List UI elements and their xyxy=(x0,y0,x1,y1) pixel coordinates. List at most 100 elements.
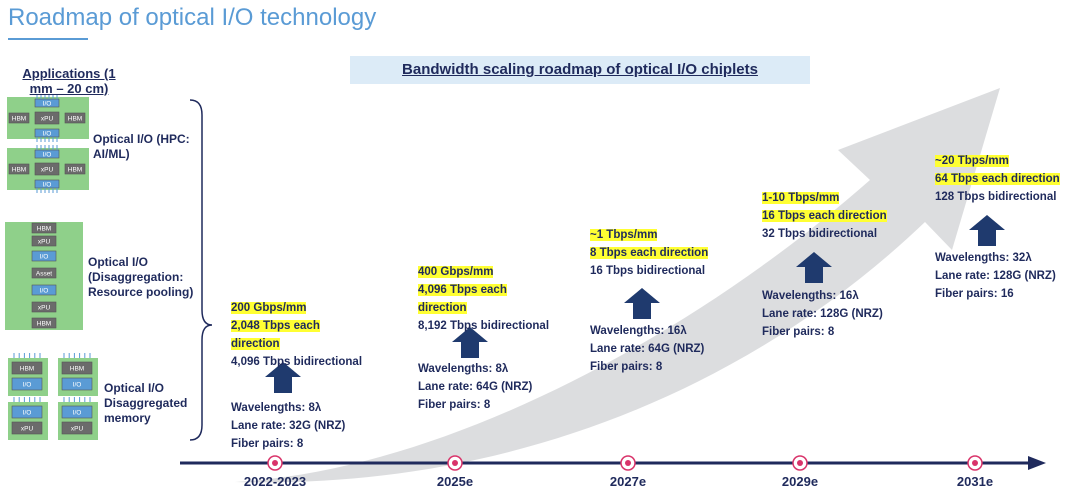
chip xyxy=(61,421,93,435)
application: Optical I/O (Disaggregation: Resource po… xyxy=(88,255,194,299)
bidirectional: 8,192 Tbps bidirectional xyxy=(418,320,550,332)
year-label: 2029e xyxy=(781,474,819,489)
bidirectional: 32 Tbps bidirectional xyxy=(762,228,878,240)
up-arrow xyxy=(452,327,488,358)
up-arrow xyxy=(796,252,832,283)
chip-label: Asset xyxy=(36,271,52,278)
chip-label: I/O xyxy=(43,152,52,159)
chip-label: xPU xyxy=(38,239,51,246)
spec: Wavelengths: 8λ xyxy=(418,363,509,375)
chip xyxy=(31,267,57,279)
highlight-line: 2,048 Tbps each direction xyxy=(231,317,346,353)
application: Optical I/O Disaggregated memory xyxy=(104,381,188,425)
spec: Fiber pairs: 8 xyxy=(418,399,491,411)
chip-label: HBM xyxy=(37,226,51,233)
highlight-line: 8 Tbps each direction xyxy=(590,244,738,262)
spec-block: Wavelengths: 32λ Lane rate: 128G (NRZ) Fib… xyxy=(935,249,1077,303)
chip xyxy=(34,162,60,176)
chip xyxy=(31,222,57,234)
year-label: 2031e xyxy=(956,474,994,489)
spec: Lane rate: 128G (NRZ) xyxy=(762,308,883,320)
highlight: 200 Gbps/mm xyxy=(231,302,307,314)
highlight-line: ~1 Tbps/mm xyxy=(590,226,738,244)
highlight-line: 400 Gbps/mm xyxy=(418,263,563,281)
chip-label: I/O xyxy=(73,410,82,417)
spec: Fiber pairs: 8 xyxy=(590,361,663,373)
up-arrow xyxy=(969,215,1005,246)
chip xyxy=(31,284,57,296)
bidirectional: 128 Tbps bidirectional xyxy=(935,191,1057,203)
highlight: 400 Gbps/mm xyxy=(418,266,494,278)
timeline-head xyxy=(1028,456,1046,470)
chip xyxy=(11,421,43,435)
highlight-block: 1-10 Tbps/mm 16 Tbps each direction 32 Tbp… xyxy=(762,189,952,243)
chip xyxy=(31,301,57,313)
applications-heading: Applications (1 mm – 20 cm) xyxy=(22,66,116,96)
chip xyxy=(61,361,93,375)
chip xyxy=(34,179,60,189)
chip xyxy=(31,250,57,262)
bracket xyxy=(189,99,213,441)
spec-block: Wavelengths: 8λ Lane rate: 32G (NRZ) Fiber… xyxy=(231,399,346,453)
chip-label: HBM xyxy=(70,366,84,373)
chip-label: I/O xyxy=(43,182,52,189)
spec-block: Wavelengths: 16λ Lane rate: 128G (NRZ) Fib… xyxy=(762,287,922,341)
chip xyxy=(11,377,43,391)
chip-label: I/O xyxy=(40,288,49,295)
chip-label: I/O xyxy=(23,382,32,389)
chip-label: HBM xyxy=(12,167,26,174)
highlight: ~20 Tbps/mm xyxy=(935,155,1009,167)
chip-label: I/O xyxy=(40,254,49,261)
chip xyxy=(64,163,86,175)
chip xyxy=(31,317,57,329)
spec: Fiber pairs: 8 xyxy=(231,438,304,450)
spec: Lane rate: 32G (NRZ) xyxy=(231,420,346,432)
highlight-line: 16 Tbps each direction xyxy=(762,207,952,225)
chip-label: I/O xyxy=(43,131,52,138)
highlight-line: ~20 Tbps/mm xyxy=(935,152,1077,170)
chip xyxy=(8,163,30,175)
growth-arrow xyxy=(235,88,1000,483)
year-label: 2027e xyxy=(609,474,647,489)
chip xyxy=(11,361,43,375)
spec: Wavelengths: 8λ xyxy=(231,402,322,414)
banner: Bandwidth scaling roadmap of optical I/O… xyxy=(350,56,810,84)
bidirectional: 16 Tbps bidirectional xyxy=(590,265,706,277)
up-arrow xyxy=(624,288,660,319)
spec: Wavelengths: 16λ xyxy=(590,325,687,337)
highlight-line: 64 Tbps each direction xyxy=(935,170,1077,188)
chip-label: xPU xyxy=(21,426,34,433)
spec-block: Wavelengths: 16λ Lane rate: 64G (NRZ) Fibe… xyxy=(590,322,708,376)
chip-label: xPU xyxy=(38,305,51,312)
chip xyxy=(11,405,43,419)
spec: Wavelengths: 16λ xyxy=(762,290,859,302)
milestone-dot-core xyxy=(797,460,803,466)
milestone-dot-core xyxy=(452,460,458,466)
chip xyxy=(61,405,93,419)
chip-label: HBM xyxy=(12,116,26,123)
highlight-line: 1-10 Tbps/mm xyxy=(762,189,952,207)
year-label: 2025e xyxy=(436,474,474,489)
spec: Lane rate: 64G (NRZ) xyxy=(418,381,533,393)
chip-label: HBM xyxy=(37,321,51,328)
highlight: 16 Tbps each direction xyxy=(762,210,887,222)
title-rule xyxy=(8,38,88,40)
spec: Lane rate: 64G (NRZ) xyxy=(590,343,705,355)
highlight-line: 4,096 Tbps each direction xyxy=(418,281,533,317)
highlight-block: ~20 Tbps/mm 64 Tbps each direction 128 Tbp… xyxy=(935,152,1077,206)
highlight-block: 400 Gbps/mm 4,096 Tbps each direction 8,19… xyxy=(418,263,563,335)
up-arrow xyxy=(265,362,301,393)
milestone-dot-core xyxy=(972,460,978,466)
highlight: 1-10 Tbps/mm xyxy=(762,192,840,204)
highlight-block: 200 Gbps/mm 2,048 Tbps each direction 4,09… xyxy=(231,299,376,371)
title: Roadmap of optical I/O technology xyxy=(8,4,377,31)
highlight: 4,096 Tbps each direction xyxy=(418,284,507,314)
highlight: 2,048 Tbps each direction xyxy=(231,320,320,350)
chip-label: xPU xyxy=(41,167,54,174)
highlight: 64 Tbps each direction xyxy=(935,173,1060,185)
chip xyxy=(61,377,93,391)
chip xyxy=(34,149,60,159)
